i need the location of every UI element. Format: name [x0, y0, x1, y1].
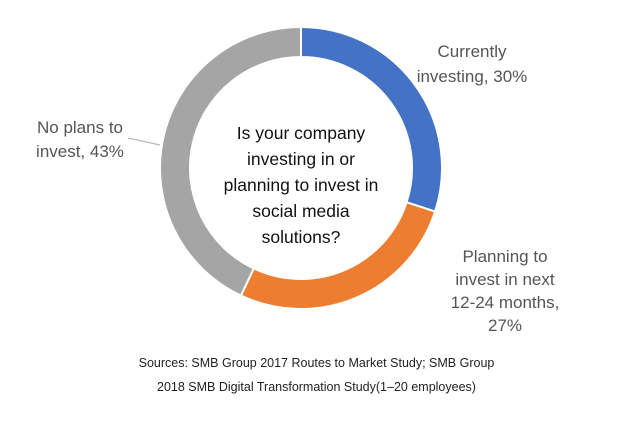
center-text-line: planning to invest in	[224, 175, 379, 195]
slice-label-2: Planning to	[462, 247, 547, 266]
center-question: Is your company investing in or planning t…	[224, 123, 379, 247]
slice-label-3: No plans to	[37, 118, 123, 137]
slice-label-2: 12-24 months,	[451, 293, 560, 312]
source-line-2: 2018 SMB Digital Transformation Study(1–…	[157, 380, 476, 394]
slice-label-1: Currently	[438, 42, 507, 61]
slice-label-1: investing, 30%	[417, 67, 528, 86]
center-text-line: solutions?	[262, 227, 341, 247]
donut-slices	[159, 25, 443, 310]
donut-slice-3	[159, 25, 302, 297]
center-text-line: Is your company	[237, 123, 366, 143]
slice-label-2: invest in next	[455, 270, 554, 289]
center-text-line: social media	[252, 201, 350, 221]
center-text-line: investing in or	[247, 149, 355, 169]
source-line-1: Sources: SMB Group 2017 Routes to Market…	[138, 356, 495, 370]
slice-label-3: invest, 43%	[36, 142, 124, 161]
leader-line	[127, 137, 161, 146]
slice-labels: Currently investing, 30% Planning to invest…	[36, 42, 559, 335]
slice-label-2: 27%	[488, 316, 522, 335]
